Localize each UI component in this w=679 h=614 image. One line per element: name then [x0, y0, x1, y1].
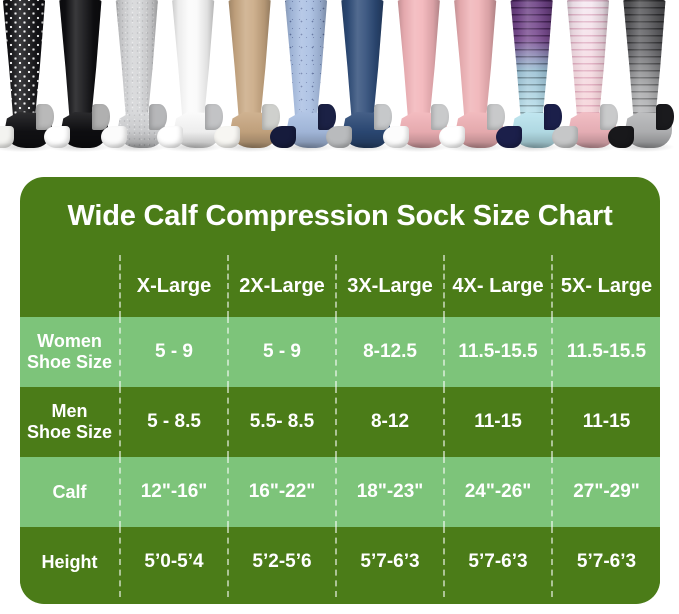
table-row: Calf 12"-16" 16"-22" 18"-23" 24"-26" 27"-29" — [20, 457, 660, 527]
table-cell: 5 - 9 — [227, 317, 336, 387]
row-label-line1: Women — [37, 331, 102, 351]
table-cell: 8-12.5 — [335, 317, 444, 387]
gray-gradient-striped-sock — [608, 0, 675, 160]
row-label-line2: Shoe Size — [26, 422, 113, 442]
table-cell: 12"-16" — [119, 457, 228, 527]
light-gray-sock — [100, 0, 167, 160]
white-sock — [157, 0, 224, 160]
sock-heel — [261, 104, 280, 130]
row-label: Height — [41, 551, 98, 572]
table-cell: 11.5-15.5 — [443, 317, 552, 387]
sock-toe — [213, 126, 240, 148]
sock-heel — [92, 104, 111, 130]
sock-shadow — [161, 142, 224, 152]
sock-toe — [608, 126, 635, 148]
sock-heel — [148, 104, 167, 130]
sock-heel — [600, 104, 618, 130]
size-chart-table: X-Large 2X-Large 3X-Large 4X- Large 5X- Larg… — [20, 255, 660, 597]
row-label-line1: Men — [51, 401, 88, 421]
sock-heel — [487, 104, 506, 130]
sock-toe — [157, 126, 184, 148]
beige-sock — [213, 0, 280, 160]
navy-blue-sock — [326, 0, 393, 160]
table-cell: 16"-22" — [227, 457, 336, 527]
pink-gradient-striped-sock — [552, 0, 618, 160]
table-cell: 5’7-6’3 — [335, 527, 444, 597]
black-polka-dot-sock — [0, 0, 54, 160]
table-cell: 11.5-15.5 — [551, 317, 660, 387]
chart-title: Wide Calf Compression Sock Size Chart — [67, 200, 613, 232]
table-cell: 5 - 9 — [119, 317, 228, 387]
sock-shadow — [48, 142, 111, 152]
sock-shadow — [499, 142, 562, 152]
column-header-3: 3X-Large — [335, 255, 444, 317]
sock-toe — [44, 126, 71, 148]
table-cell: 5’7-6’3 — [443, 527, 552, 597]
table-cell: 5.5- 8.5 — [227, 387, 336, 457]
sock-toe — [270, 126, 296, 148]
table-cell: 11-15 — [551, 387, 660, 457]
sock-toe — [100, 126, 127, 148]
sock-heel — [318, 104, 336, 130]
table-row: Men Shoe Size 5 - 8.5 5.5- 8.5 8-12 11-15 11-1… — [20, 387, 660, 457]
sock-heel — [374, 104, 393, 130]
sock-toe — [439, 126, 466, 148]
table-header-corner — [20, 255, 120, 317]
table-header-row: X-Large 2X-Large 3X-Large 4X- Large 5X- Larg… — [20, 255, 660, 317]
sock-heel — [656, 104, 675, 130]
table-cell: 5 - 8.5 — [119, 387, 228, 457]
sock-shadow — [612, 142, 675, 152]
column-header-2: 2X-Large — [227, 255, 336, 317]
column-header-4: 4X- Large — [443, 255, 552, 317]
light-blue-speckled-sock — [270, 0, 336, 160]
sock-shadow — [274, 142, 336, 152]
black-sock — [44, 0, 111, 160]
table-cell: 5’7-6’3 — [551, 527, 660, 597]
sock-shadow — [556, 142, 618, 152]
table-cell: 27"-29" — [551, 457, 660, 527]
sock-heel — [543, 104, 562, 130]
sock-shadow — [217, 142, 280, 152]
sock-shadow — [386, 142, 449, 152]
row-label: Calf — [52, 481, 87, 502]
sock-leg — [2, 0, 46, 122]
sock-shadow — [330, 142, 393, 152]
sock-toe — [382, 126, 409, 148]
sock-shadow — [443, 142, 506, 152]
table-row: Height 5’0-5’4 5’2-5’6 5’7-6’3 5’7-6’3 5’7-6’… — [20, 527, 660, 597]
light-pink-sock — [439, 0, 506, 160]
size-chart-panel: Wide Calf Compression Sock Size Chart X-… — [20, 177, 660, 604]
column-header-1: X-Large — [119, 255, 228, 317]
row-label: Women Shoe Size — [20, 317, 120, 387]
column-header-5: 5X- Large — [551, 255, 660, 317]
table-cell: 24"-26" — [443, 457, 552, 527]
sock-toe — [0, 126, 14, 148]
row-label-line2: Shoe Size — [26, 352, 113, 372]
table-cell: 11-15 — [443, 387, 552, 457]
sock-shadow — [0, 142, 54, 152]
sock-heel — [36, 104, 54, 130]
product-image-strip — [0, 0, 679, 177]
purple-gradient-striped-sock — [495, 0, 562, 160]
sock-shadow — [104, 142, 167, 152]
pink-sock — [382, 0, 449, 160]
table-cell: 5’2-5’6 — [227, 527, 336, 597]
sock-toe — [326, 126, 353, 148]
sock-toe — [552, 126, 578, 148]
sock-toe — [495, 126, 522, 148]
table-cell: 8-12 — [335, 387, 444, 457]
table-cell: 5’0-5’4 — [119, 527, 228, 597]
table-cell: 18"-23" — [335, 457, 444, 527]
sock-heel — [205, 104, 224, 130]
sock-heel — [430, 104, 449, 130]
row-label: Men Shoe Size — [20, 387, 120, 457]
